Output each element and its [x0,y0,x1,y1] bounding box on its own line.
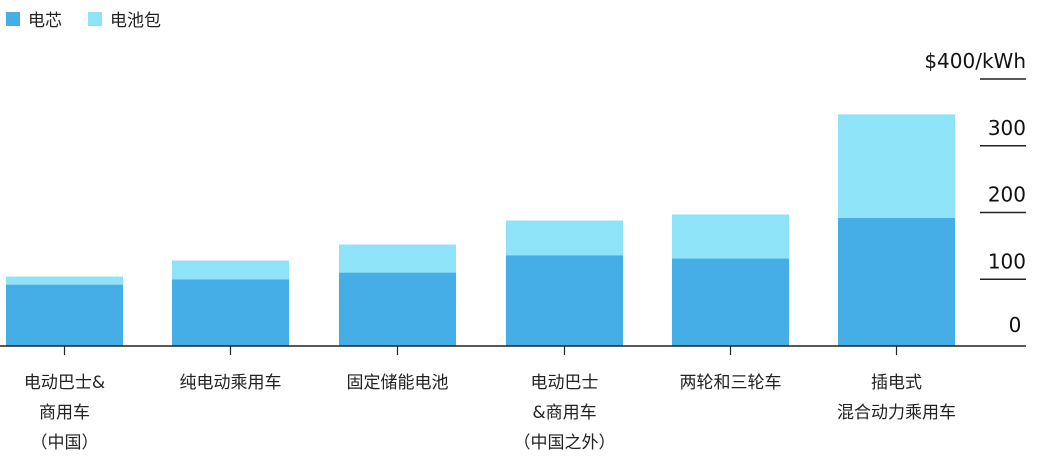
legend-swatch-cell [6,11,20,26]
bar-pack-6 [838,114,955,218]
category-label-4-3: （中国之外） [514,433,616,453]
category-label-1-2: 商用车 [39,403,90,423]
bar-pack-1 [6,276,123,285]
category-label-1-3: （中国） [31,433,99,453]
bar-cell-4 [506,255,623,346]
category-label-4-2: &商用车 [532,403,596,423]
bar-cell-3 [339,272,456,346]
bar-pack-4 [506,220,623,256]
category-label-5-1: 两轮和三轮车 [680,373,782,393]
category-label-6-2: 混合动力乘用车 [837,403,956,423]
category-label-6-1: 插电式 [871,373,922,393]
category-label-3-1: 固定储能电池 [347,373,449,393]
y-tick-label-1: 100 [988,249,1026,273]
legend-label-cell: 电芯 [28,11,62,31]
bar-cell-6 [838,217,955,346]
category-label-1-1: 电动巴士& [24,373,105,393]
legend-swatch-pack [88,11,102,26]
y-tick-label-3: 300 [988,116,1026,140]
legend: 电芯 电池包 [6,6,187,31]
bar-pack-3 [339,244,456,273]
category-label-4-1: 电动巴士 [531,373,599,393]
category-label-2-1: 纯电动乘用车 [180,373,282,393]
bar-cell-1 [6,284,123,346]
y-tick-label-4: $400/kWh [924,49,1026,73]
legend-item-pack: 电池包 [88,6,161,31]
y-tick-label-2: 200 [988,183,1026,207]
y-tick-label-0: 0 [1009,313,1022,337]
bar-cell-5 [672,258,789,346]
bar-pack-5 [672,214,789,259]
legend-label-pack: 电池包 [110,11,161,31]
bar-pack-2 [172,260,289,280]
legend-item-cell: 电芯 [6,6,62,31]
bar-cell-2 [172,279,289,346]
